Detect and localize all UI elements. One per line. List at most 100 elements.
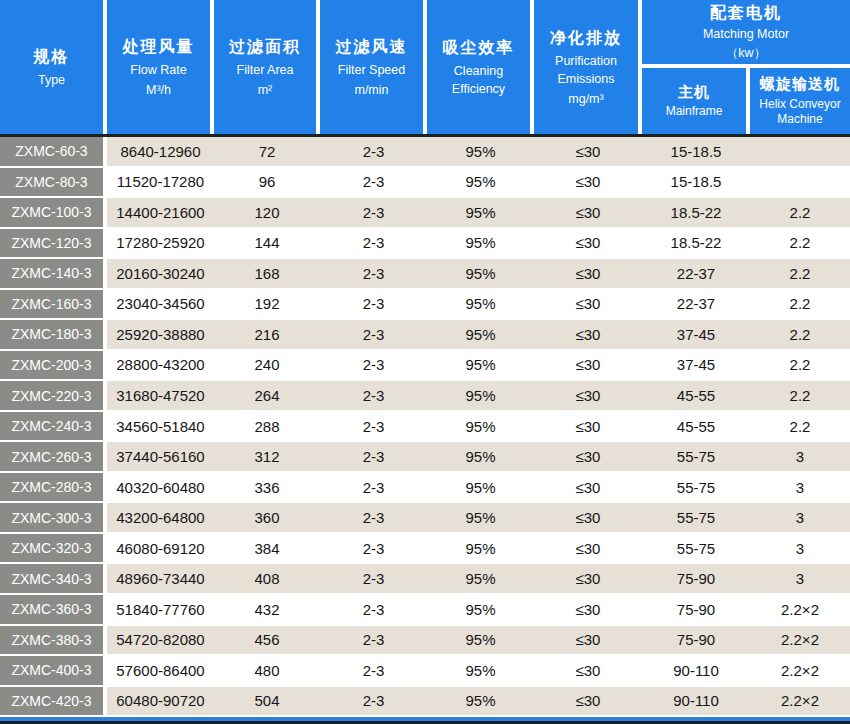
cell-filter-speed: 2-3 [320, 137, 427, 166]
cell-cleaning-efficiency: 95% [427, 137, 534, 166]
cell-helix-conveyor-motor: 2.2×2 [750, 595, 850, 624]
cell-helix-conveyor-motor: 2.2×2 [750, 626, 850, 655]
header-col-filter-speed-zh: 过滤风速 [336, 35, 408, 58]
cell-filter-area: 432 [214, 595, 320, 624]
table-row: ZXMC-380-3 54720-82080 456 2-3 95% ≤30 7… [0, 626, 850, 657]
cell-filter-speed: 2-3 [320, 351, 427, 380]
cell-flow-rate: 48960-73440 [107, 564, 214, 593]
table-body: ZXMC-60-3 8640-12960 72 2-3 95% ≤30 15-1… [0, 137, 850, 717]
cell-filter-area: 96 [214, 168, 320, 197]
cell-flow-rate: 54720-82080 [107, 626, 214, 655]
cell-helix-conveyor-motor: 3 [750, 503, 850, 532]
cell-filter-area: 144 [214, 229, 320, 258]
header-group-matching-motor: 配套电机 Matching Motor （kw） 主机 Mainframe 螺旋… [642, 0, 850, 134]
table-row: ZXMC-280-3 40320-60480 336 2-3 95% ≤30 5… [0, 473, 850, 504]
table-row: ZXMC-160-3 23040-34560 192 2-3 95% ≤30 2… [0, 290, 850, 321]
cell-purification-emissions: ≤30 [534, 290, 642, 319]
table-row: ZXMC-320-3 46080-69120 384 2-3 95% ≤30 5… [0, 534, 850, 565]
cell-purification-emissions: ≤30 [534, 473, 642, 502]
cell-mainframe-motor: 15-18.5 [642, 168, 750, 197]
table-row: ZXMC-100-3 14400-21600 120 2-3 95% ≤30 1… [0, 198, 850, 229]
cell-filter-area: 312 [214, 442, 320, 471]
cell-filter-area: 384 [214, 534, 320, 563]
cell-purification-emissions: ≤30 [534, 442, 642, 471]
cell-mainframe-motor: 90-110 [642, 656, 750, 685]
cell-flow-rate: 37440-56160 [107, 442, 214, 471]
cell-flow-rate: 28800-43200 [107, 351, 214, 380]
header-col-purification-emissions-unit: mg/m³ [568, 90, 603, 108]
cell-model-type: ZXMC-320-3 [0, 534, 107, 563]
cell-cleaning-efficiency: 95% [427, 320, 534, 349]
cell-filter-area: 504 [214, 687, 320, 716]
cell-helix-conveyor-motor: 2.2 [750, 198, 850, 227]
cell-purification-emissions: ≤30 [534, 198, 642, 227]
header-subcol-mainframe: 主机 Mainframe [642, 68, 746, 134]
cell-filter-area: 408 [214, 564, 320, 593]
cell-mainframe-motor: 55-75 [642, 442, 750, 471]
cell-cleaning-efficiency: 95% [427, 564, 534, 593]
cell-filter-area: 288 [214, 412, 320, 441]
cell-mainframe-motor: 55-75 [642, 534, 750, 563]
bottom-border [0, 717, 850, 724]
cell-filter-speed: 2-3 [320, 259, 427, 288]
cell-filter-speed: 2-3 [320, 473, 427, 502]
cell-filter-area: 192 [214, 290, 320, 319]
cell-model-type: ZXMC-80-3 [0, 168, 107, 197]
cell-mainframe-motor: 22-37 [642, 259, 750, 288]
table-header: 规格 Type 处理风量 Flow Rate M³/h 过滤面积 Filter … [0, 0, 850, 137]
header-col-filter-speed-unit: m/min [354, 81, 388, 99]
cell-purification-emissions: ≤30 [534, 626, 642, 655]
cell-mainframe-motor: 15-18.5 [642, 137, 750, 166]
cell-helix-conveyor-motor: 2.2 [750, 259, 850, 288]
cell-cleaning-efficiency: 95% [427, 626, 534, 655]
cell-flow-rate: 60480-90720 [107, 687, 214, 716]
cell-filter-speed: 2-3 [320, 198, 427, 227]
cell-filter-speed: 2-3 [320, 320, 427, 349]
spec-table-page: 规格 Type 处理风量 Flow Rate M³/h 过滤面积 Filter … [0, 0, 850, 724]
cell-purification-emissions: ≤30 [534, 137, 642, 166]
cell-filter-area: 480 [214, 656, 320, 685]
cell-filter-area: 336 [214, 473, 320, 502]
cell-purification-emissions: ≤30 [534, 503, 642, 532]
cell-filter-area: 120 [214, 198, 320, 227]
cell-flow-rate: 57600-86400 [107, 656, 214, 685]
header-col-type-en: Type [38, 71, 65, 89]
cell-cleaning-efficiency: 95% [427, 351, 534, 380]
cell-cleaning-efficiency: 95% [427, 656, 534, 685]
header-col-cleaning-efficiency-en: Cleaning Efficiency [427, 62, 530, 98]
header-matching-motor-title: 配套电机 Matching Motor （kw） [642, 0, 850, 64]
header-subcol-mainframe-zh: 主机 [678, 82, 710, 102]
cell-helix-conveyor-motor: 3 [750, 534, 850, 563]
header-subcol-mainframe-en: Mainframe [666, 104, 723, 120]
cell-model-type: ZXMC-260-3 [0, 442, 107, 471]
cell-mainframe-motor: 18.5-22 [642, 198, 750, 227]
cell-filter-speed: 2-3 [320, 442, 427, 471]
cell-mainframe-motor: 18.5-22 [642, 229, 750, 258]
cell-model-type: ZXMC-180-3 [0, 320, 107, 349]
header-col-cleaning-efficiency-zh: 吸尘效率 [443, 36, 515, 59]
cell-filter-speed: 2-3 [320, 229, 427, 258]
header-subcol-helix-conveyor-en: Helix Conveyor Machine [750, 97, 850, 128]
cell-purification-emissions: ≤30 [534, 320, 642, 349]
cell-cleaning-efficiency: 95% [427, 168, 534, 197]
header-col-type-zh: 规格 [34, 45, 70, 68]
header-matching-motor-en: Matching Motor [703, 26, 789, 43]
cell-mainframe-motor: 45-55 [642, 381, 750, 410]
cell-filter-speed: 2-3 [320, 168, 427, 197]
header-col-filter-area-unit: m² [258, 81, 273, 99]
cell-helix-conveyor-motor: 2.2 [750, 290, 850, 319]
cell-helix-conveyor-motor: 3 [750, 442, 850, 471]
cell-filter-area: 456 [214, 626, 320, 655]
cell-model-type: ZXMC-300-3 [0, 503, 107, 532]
cell-filter-speed: 2-3 [320, 381, 427, 410]
cell-model-type: ZXMC-420-3 [0, 687, 107, 716]
header-col-flow-rate-en: Flow Rate [130, 61, 186, 79]
table-row: ZXMC-140-3 20160-30240 168 2-3 95% ≤30 2… [0, 259, 850, 290]
cell-filter-speed: 2-3 [320, 503, 427, 532]
cell-flow-rate: 43200-64800 [107, 503, 214, 532]
table-row: ZXMC-300-3 43200-64800 360 2-3 95% ≤30 5… [0, 503, 850, 534]
cell-mainframe-motor: 55-75 [642, 473, 750, 502]
header-col-purification-emissions-zh: 净化排放 [550, 26, 622, 49]
cell-model-type: ZXMC-240-3 [0, 412, 107, 441]
cell-mainframe-motor: 90-110 [642, 687, 750, 716]
